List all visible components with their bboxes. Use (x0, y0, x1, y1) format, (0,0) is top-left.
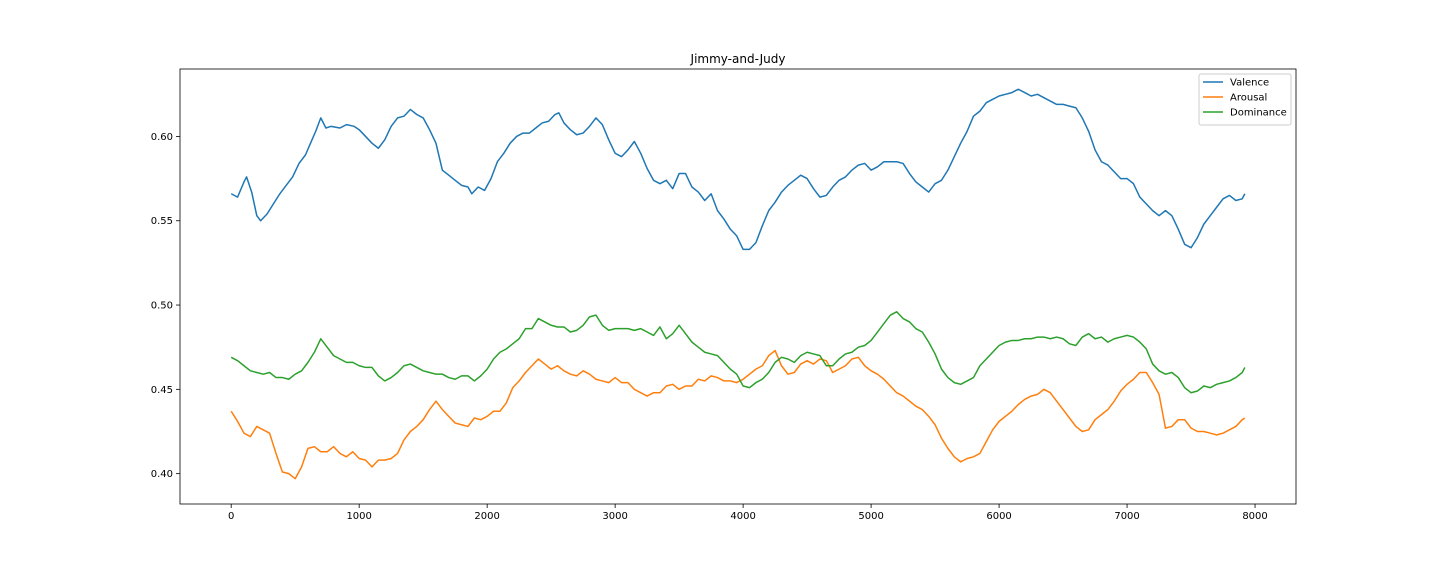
y-tick-label: 0.60 (151, 132, 173, 143)
y-axis: 0.40 0.45 0.50 0.55 0.60 (151, 132, 180, 480)
x-tick-label: 2000 (474, 511, 499, 522)
legend-label-valence: Valence (1230, 78, 1269, 89)
plot-area-frame (179, 68, 1297, 505)
y-tick-label: 0.40 (151, 469, 173, 480)
x-tick-label: 5000 (858, 511, 883, 522)
legend-label-dominance: Dominance (1230, 108, 1287, 119)
legend-label-arousal: Arousal (1230, 93, 1267, 104)
x-tick-label: 0 (228, 511, 234, 522)
x-axis: 0 1000 2000 3000 4000 5000 6000 7000 8000 (228, 504, 1268, 522)
x-tick-label: 7000 (1114, 511, 1139, 522)
series-line-arousal (230, 349, 1246, 480)
x-tick-label: 8000 (1242, 511, 1267, 522)
x-tick-label: 1000 (346, 511, 371, 522)
y-tick-label: 0.50 (151, 301, 173, 312)
legend: Valence Arousal Dominance (1198, 73, 1292, 126)
x-tick-label: 4000 (730, 511, 755, 522)
series-line-dominance (230, 311, 1246, 394)
y-tick-label: 0.45 (151, 385, 173, 396)
x-tick-label: 3000 (602, 511, 627, 522)
y-tick-label: 0.55 (151, 216, 173, 227)
chart-title: Jimmy-and-Judy (690, 52, 786, 66)
series-line-valence (230, 88, 1246, 251)
series-layer (230, 88, 1246, 480)
x-tick-label: 6000 (986, 511, 1011, 522)
